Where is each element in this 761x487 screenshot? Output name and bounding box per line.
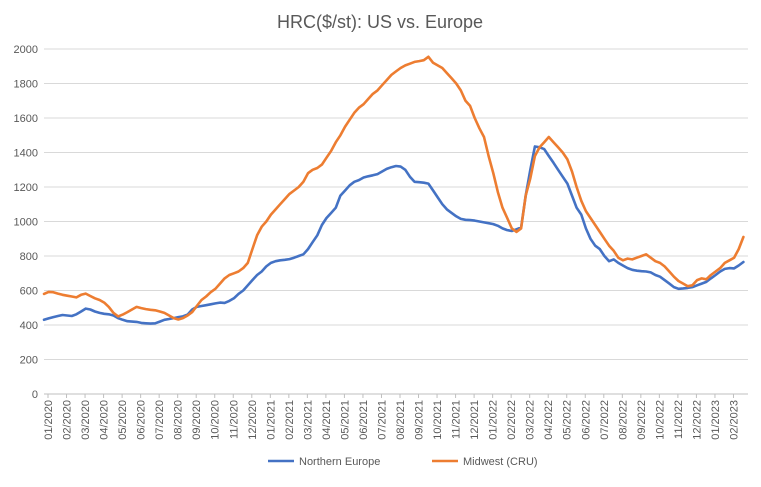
x-axis-ticks: 01/2020 02/2020 03/2020 04/2020 05/2020 06/20…: [43, 394, 740, 440]
x-tick-label: 12/2021: [469, 400, 481, 440]
x-tick-label: 05/2020: [117, 400, 129, 440]
legend-label: Northern Europe: [299, 456, 380, 468]
series-line: [42, 145, 745, 325]
y-tick-label: 2000: [14, 44, 38, 56]
x-tick-label: 06/2020: [136, 400, 148, 440]
x-tick-label: 04/2021: [321, 400, 333, 440]
x-tick-label: 12/2022: [691, 400, 703, 440]
y-tick-label: 400: [20, 320, 38, 332]
series-lines: [42, 55, 745, 325]
x-tick-label: 02/2020: [62, 400, 74, 440]
x-tick-label: 08/2020: [173, 400, 185, 440]
x-tick-label: 05/2022: [562, 400, 574, 440]
x-tick-label: 06/2022: [580, 400, 592, 440]
y-tick-label: 1000: [14, 217, 38, 229]
x-tick-label: 08/2022: [617, 400, 629, 440]
x-tick-label: 11/2021: [451, 400, 463, 439]
x-tick-label: 01/2021: [265, 400, 277, 440]
x-tick-label: 03/2021: [302, 400, 314, 440]
x-tick-label: 02/2023: [728, 400, 740, 440]
x-tick-label: 08/2021: [395, 400, 407, 440]
x-tick-label: 11/2020: [228, 400, 240, 439]
x-tick-label: 10/2020: [210, 400, 222, 440]
x-tick-label: 07/2022: [599, 400, 611, 440]
x-tick-label: 01/2020: [43, 400, 55, 440]
y-tick-label: 200: [20, 355, 38, 367]
x-tick-label: 09/2022: [636, 400, 648, 440]
legend-label: Midwest (CRU): [463, 456, 538, 468]
x-tick-label: 04/2020: [99, 400, 111, 440]
x-tick-label: 10/2021: [432, 400, 444, 440]
x-tick-label: 01/2023: [710, 400, 722, 440]
x-tick-label: 06/2021: [358, 400, 370, 440]
x-tick-label: 07/2020: [154, 400, 166, 440]
chart-title: HRC($/st): US vs. Europe: [277, 12, 483, 32]
x-tick-label: 03/2020: [80, 400, 92, 440]
x-tick-label: 07/2021: [376, 400, 388, 440]
x-tick-label: 09/2021: [414, 400, 426, 440]
gridlines: [44, 48, 748, 395]
y-tick-label: 0: [32, 389, 38, 401]
y-tick-label: 1600: [14, 113, 38, 125]
x-tick-label: 02/2022: [506, 400, 518, 440]
x-tick-label: 02/2021: [284, 400, 296, 440]
x-tick-label: 01/2022: [488, 400, 500, 440]
x-tick-label: 09/2020: [191, 400, 203, 440]
y-tick-label: 1800: [14, 79, 38, 91]
y-tick-label: 1400: [14, 148, 38, 160]
x-tick-label: 12/2020: [247, 400, 259, 440]
legend: Northern Europe Midwest (CRU): [268, 456, 538, 468]
y-axis-ticks: 0 200 400 600 800 1000 1200 1400 1600 1800 2000: [14, 44, 38, 401]
series-line: [42, 55, 745, 321]
x-tick-label: 11/2022: [673, 400, 685, 439]
x-tick-label: 04/2022: [543, 400, 555, 440]
y-tick-label: 800: [20, 251, 38, 263]
x-tick-label: 10/2022: [654, 400, 666, 440]
y-tick-label: 600: [20, 286, 38, 298]
x-tick-label: 05/2021: [339, 400, 351, 440]
x-tick-label: 03/2022: [525, 400, 537, 440]
y-tick-label: 1200: [14, 182, 38, 194]
